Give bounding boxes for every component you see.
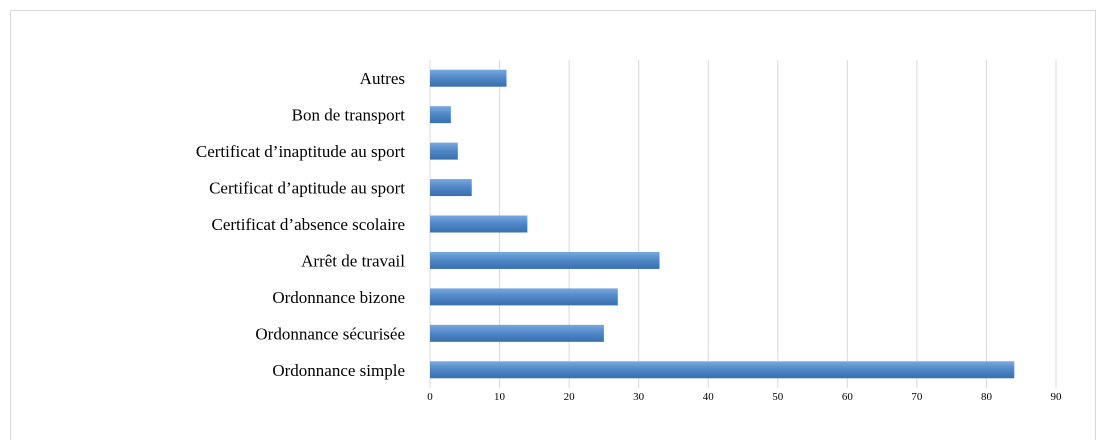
bar [430,251,660,269]
category-label: Certificat d’absence scolaire [211,215,405,234]
category-label: Bon de transport [292,106,406,125]
bar [430,288,618,306]
bar [430,179,472,197]
category-label: Ordonnance bizone [272,288,405,307]
x-tick-label: 80 [981,391,993,403]
bar [430,361,1015,379]
x-tick-label: 90 [1051,391,1063,403]
x-tick-label: 10 [494,391,506,403]
x-tick-label: 20 [564,391,576,403]
category-label: Ordonnance sécurisée [255,324,405,343]
bars [430,69,1015,379]
bar [430,142,458,160]
bar [430,106,451,124]
x-tick-label: 50 [772,391,784,403]
bar [430,324,604,342]
x-tick-label: 70 [911,391,923,403]
x-tick-label: 40 [703,391,715,403]
x-tick-labels: 0 10 20 30 40 50 60 70 80 90 [427,391,1062,403]
category-label: Ordonnance simple [272,361,405,380]
bar [430,215,528,233]
chart-frame [10,10,1096,440]
x-tick-label: 0 [427,391,433,403]
bar-chart: Autres Bon de transport Certificat d’inapt… [196,60,1062,403]
category-labels: Autres Bon de transport Certificat d’inapt… [196,69,405,380]
category-label: Certificat d’inaptitude au sport [196,142,405,161]
x-tick-label: 60 [842,391,854,403]
category-label: Arrêt de travail [301,251,405,270]
bar [430,69,507,87]
category-label: Certificat d’aptitude au sport [209,179,405,198]
category-label: Autres [360,69,405,88]
x-tick-label: 30 [633,391,645,403]
